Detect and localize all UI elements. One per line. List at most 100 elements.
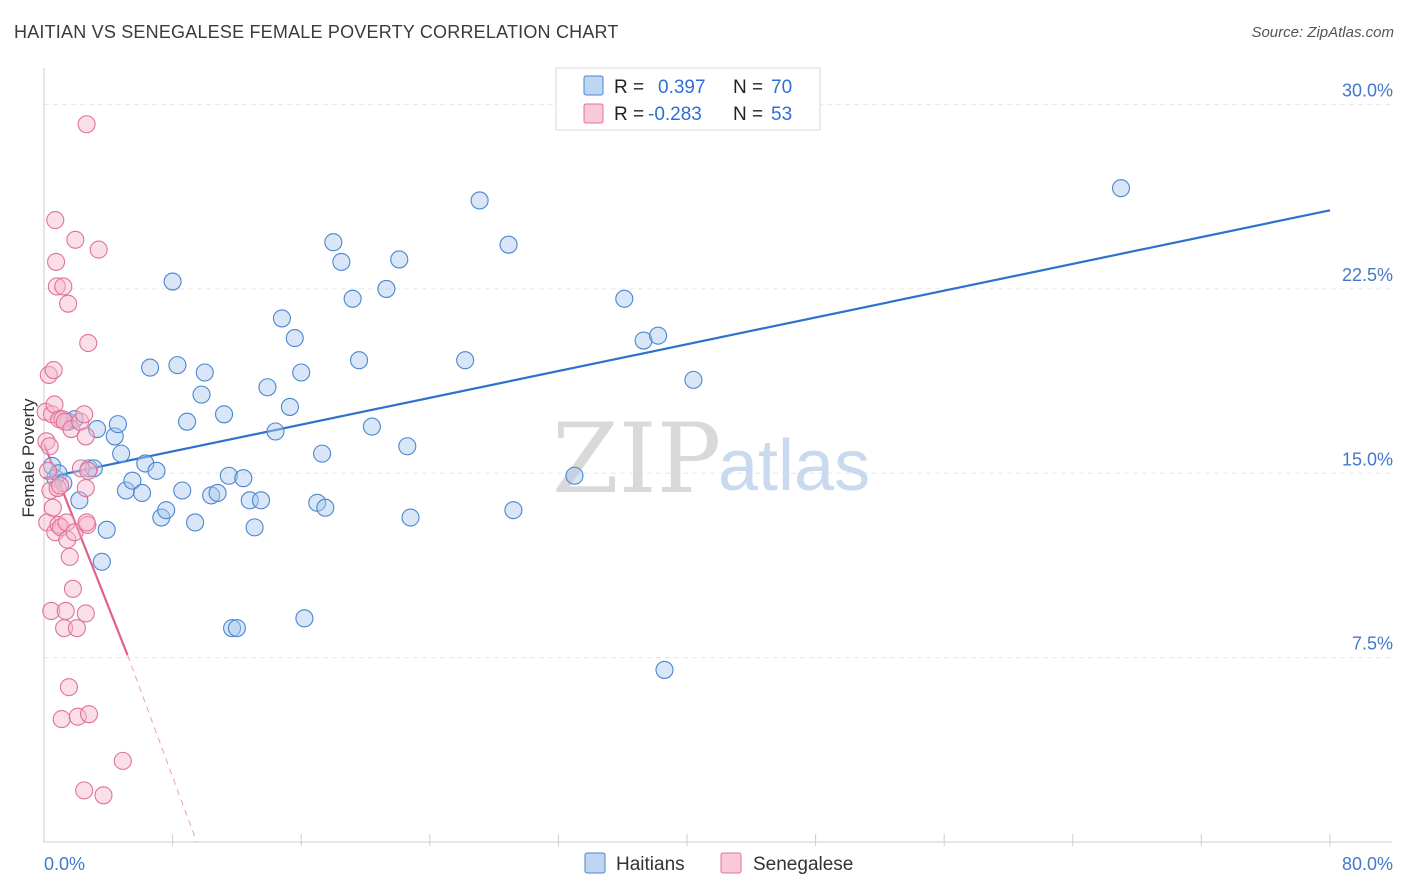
- data-point-haitians: [219, 466, 238, 485]
- data-point-senegalese: [42, 601, 61, 620]
- data-point-haitians: [116, 481, 136, 500]
- data-point-haitians: [223, 619, 242, 638]
- series-senegalese-points: [36, 115, 132, 805]
- legend-label-haitians[interactable]: Haitians: [616, 854, 685, 875]
- chart-source: Source: ZipAtlas.com: [1251, 24, 1394, 41]
- data-point-haitians: [251, 491, 271, 510]
- data-point-senegalese: [52, 710, 71, 729]
- data-point-senegalese: [45, 395, 64, 414]
- watermark: ZIP atlas: [552, 403, 870, 515]
- data-point-senegalese: [79, 461, 98, 480]
- legend-label-senegalese[interactable]: Senegalese: [753, 854, 853, 875]
- legend-swatch-haitians-bottom[interactable]: [584, 852, 606, 874]
- x-tick-labels: 0.0% 80.0%: [44, 854, 1393, 874]
- data-point-senegalese: [44, 361, 63, 380]
- data-point-haitians: [499, 235, 518, 254]
- series-legend: Haitians Senegalese: [584, 852, 853, 875]
- data-point-haitians: [456, 351, 475, 370]
- data-point-senegalese: [37, 432, 56, 451]
- data-point-senegalese: [48, 478, 67, 498]
- data-point-haitians: [280, 397, 299, 416]
- y-tick-label: 7.5%: [1352, 634, 1393, 654]
- data-point-haitians: [615, 289, 634, 308]
- trend-line-haitians: [43, 209, 1331, 480]
- data-point-haitians: [112, 444, 131, 463]
- data-point-haitians: [649, 326, 668, 345]
- data-point-haitians: [123, 471, 142, 490]
- legend-swatch-haitians: [583, 75, 604, 96]
- legend-r-value: -0.283: [648, 104, 702, 125]
- data-point-haitians: [634, 331, 653, 350]
- trend-line-senegalese-extrapolated: [127, 655, 198, 843]
- data-point-haitians: [343, 289, 362, 308]
- data-point-senegalese: [75, 405, 94, 424]
- data-point-haitians: [147, 461, 166, 480]
- data-point-haitians: [316, 498, 335, 517]
- data-point-senegalese: [38, 461, 58, 480]
- data-point-haitians: [1111, 179, 1131, 198]
- data-point-senegalese: [63, 579, 82, 598]
- data-point-senegalese: [39, 365, 58, 385]
- data-point-haitians: [266, 422, 285, 441]
- data-point-haitians: [133, 483, 152, 503]
- legend-r-label: R =: [614, 104, 644, 125]
- data-point-senegalese: [79, 333, 98, 353]
- data-point-senegalese: [51, 476, 70, 495]
- data-point-haitians: [192, 385, 211, 404]
- data-point-haitians: [136, 454, 155, 473]
- data-point-haitians: [157, 501, 176, 520]
- data-point-haitians: [108, 415, 127, 434]
- data-point-senegalese: [77, 115, 96, 134]
- legend-n-label: N =: [733, 104, 763, 125]
- data-point-senegalese: [46, 211, 65, 230]
- legend-swatch-senegalese-bottom[interactable]: [720, 852, 742, 874]
- data-point-senegalese: [76, 604, 95, 623]
- data-point-senegalese: [76, 427, 95, 446]
- data-point-senegalese: [59, 294, 78, 313]
- data-point-haitians: [163, 272, 182, 291]
- data-point-haitians: [390, 250, 409, 269]
- data-point-haitians: [208, 483, 227, 503]
- data-point-haitians: [313, 444, 332, 463]
- data-point-senegalese: [60, 547, 79, 566]
- data-point-senegalese: [40, 437, 59, 456]
- data-point-haitians: [350, 351, 369, 370]
- data-point-haitians: [258, 378, 277, 397]
- data-point-haitians: [173, 481, 192, 500]
- x-tick-label: 80.0%: [1342, 854, 1393, 874]
- grid-lines: [44, 104, 1390, 659]
- y-tick-labels: 7.5% 15.0% 22.5% 30.0%: [1342, 81, 1393, 654]
- data-point-haitians: [470, 191, 489, 210]
- data-point-senegalese: [94, 786, 113, 805]
- series-haitians-points: [42, 179, 1131, 679]
- data-point-haitians: [214, 405, 234, 424]
- data-point-haitians: [684, 370, 703, 389]
- chart-title: HAITIAN VS SENEGALESE FEMALE POVERTY COR…: [14, 22, 619, 42]
- data-point-senegalese: [89, 240, 108, 259]
- data-point-senegalese: [55, 412, 74, 431]
- y-axis-title: Female Poverty: [19, 398, 38, 518]
- data-point-senegalese: [68, 707, 87, 726]
- data-point-senegalese: [43, 498, 62, 517]
- data-point-senegalese: [77, 513, 96, 532]
- data-point-haitians: [401, 508, 420, 527]
- data-point-haitians: [332, 252, 351, 271]
- data-point-haitians: [168, 356, 187, 375]
- data-point-haitians: [285, 329, 304, 348]
- legend-n-value: 70: [771, 77, 792, 98]
- data-point-haitians: [272, 309, 291, 328]
- legend-n-value: 53: [771, 104, 792, 125]
- data-point-haitians: [398, 437, 417, 456]
- data-point-haitians: [377, 279, 396, 298]
- legend-r-value: 0.397: [658, 77, 706, 98]
- data-point-haitians: [87, 419, 107, 439]
- data-point-senegalese: [56, 601, 75, 620]
- data-point-haitians: [186, 513, 205, 532]
- data-point-haitians: [245, 518, 264, 537]
- data-point-senegalese: [71, 459, 91, 478]
- data-point-haitians: [141, 358, 160, 377]
- y-tick-label: 15.0%: [1342, 449, 1393, 469]
- data-point-senegalese: [76, 478, 95, 498]
- data-point-haitians: [234, 469, 253, 488]
